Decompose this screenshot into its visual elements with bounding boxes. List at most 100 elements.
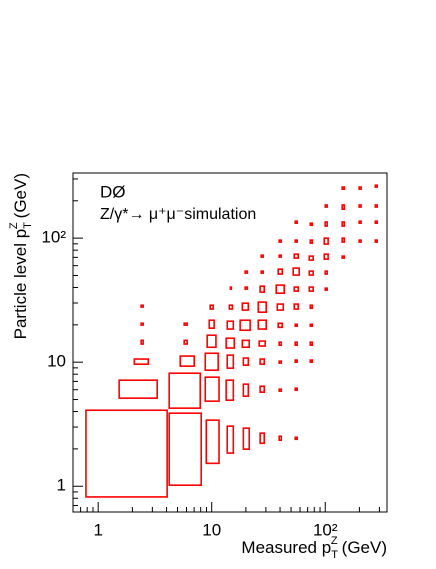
plot-frame bbox=[72, 172, 388, 513]
bin-box bbox=[206, 334, 217, 349]
bin-box bbox=[257, 301, 268, 313]
bin-box bbox=[341, 255, 346, 259]
bin-box bbox=[323, 237, 329, 245]
bin-box bbox=[258, 340, 267, 347]
bin-box bbox=[278, 360, 283, 364]
bin-box bbox=[278, 435, 283, 442]
bin-box bbox=[374, 184, 379, 188]
bin-box bbox=[241, 339, 251, 349]
y-axis-title: Particle level pTZ (GeV) bbox=[8, 173, 34, 339]
bin-box bbox=[309, 304, 314, 310]
bin-box bbox=[278, 239, 283, 243]
bin-box bbox=[294, 387, 298, 392]
bin-box bbox=[259, 358, 266, 365]
bin-box bbox=[309, 323, 314, 328]
bin-box bbox=[294, 220, 298, 224]
bin-box bbox=[257, 319, 268, 330]
bin-box bbox=[278, 254, 283, 258]
bin-box bbox=[276, 303, 285, 311]
annotation: Z/γ*→ μ⁺μ⁻simulation bbox=[100, 206, 256, 223]
y-tick-label: 10² bbox=[41, 228, 66, 247]
x-title-suffix: (GeV) bbox=[342, 538, 387, 557]
bin-box bbox=[309, 239, 314, 244]
bin-box bbox=[183, 339, 188, 345]
y-title-suffix: (GeV) bbox=[11, 173, 30, 218]
bin-box bbox=[294, 239, 298, 243]
y-title-prefix: Particle level p bbox=[11, 229, 30, 340]
chart-title: DØ bbox=[100, 182, 126, 201]
bin-box bbox=[308, 255, 314, 261]
bin-box bbox=[341, 204, 346, 211]
bin-box bbox=[294, 341, 298, 347]
bin-box bbox=[308, 270, 314, 276]
bin-box bbox=[293, 286, 300, 292]
y-tick-label: 1 bbox=[57, 476, 66, 495]
bin-box bbox=[259, 432, 266, 445]
bin-box bbox=[277, 268, 284, 275]
bin-box bbox=[294, 359, 298, 363]
bin-box bbox=[308, 286, 314, 292]
bin-box bbox=[374, 239, 379, 243]
x-title-sup: Z bbox=[331, 535, 338, 547]
bin-box bbox=[225, 379, 235, 401]
bin-box bbox=[278, 388, 283, 392]
bin-box bbox=[275, 284, 285, 294]
bin-box bbox=[324, 287, 328, 291]
bin-box bbox=[242, 427, 251, 450]
bin-box bbox=[260, 254, 264, 258]
bin-box bbox=[228, 304, 234, 310]
bin-box bbox=[226, 320, 235, 330]
x-tick-label: 10 bbox=[202, 520, 221, 539]
bin-box bbox=[140, 339, 144, 345]
bin-box bbox=[244, 286, 249, 290]
bin-box bbox=[309, 341, 314, 347]
bin-box bbox=[324, 204, 328, 208]
bin-box bbox=[293, 303, 300, 310]
x-tick-label: 10² bbox=[313, 520, 338, 539]
bin-box bbox=[294, 323, 298, 328]
bin-box bbox=[179, 355, 195, 367]
bin-box bbox=[341, 221, 346, 227]
bin-box bbox=[358, 204, 362, 208]
bin-box bbox=[85, 409, 168, 498]
bin-box bbox=[205, 419, 220, 465]
bin-box bbox=[242, 383, 250, 397]
bin-box bbox=[277, 322, 284, 329]
bin-box bbox=[341, 237, 346, 243]
bin-box bbox=[309, 359, 314, 363]
bin-box bbox=[168, 372, 202, 409]
bin-box bbox=[133, 358, 150, 365]
bin-box bbox=[225, 337, 236, 349]
x-axis-title: Measured pTZ (GeV) bbox=[241, 535, 387, 561]
bin-box bbox=[209, 304, 214, 310]
bin-box bbox=[294, 436, 298, 441]
bin-box bbox=[358, 239, 362, 243]
bin-box bbox=[242, 357, 250, 366]
bin-box bbox=[229, 286, 233, 290]
bin-box bbox=[226, 354, 235, 369]
x-tick-label: 1 bbox=[93, 520, 102, 539]
bin-box bbox=[183, 322, 188, 326]
bin-box bbox=[244, 270, 249, 274]
bin-box bbox=[259, 385, 266, 393]
bin-box bbox=[260, 270, 264, 274]
x-title-prefix: Measured p bbox=[241, 538, 331, 557]
bin-box bbox=[309, 222, 314, 227]
bin-box bbox=[140, 304, 144, 308]
bin-box bbox=[140, 322, 144, 326]
bin-box bbox=[374, 204, 379, 208]
bin-box bbox=[341, 186, 346, 191]
bin-box bbox=[324, 270, 328, 275]
bin-box bbox=[323, 253, 329, 260]
y-title-sub: T bbox=[22, 222, 34, 229]
bin-box bbox=[374, 220, 379, 224]
bin-box bbox=[241, 302, 250, 311]
bin-box bbox=[239, 319, 251, 332]
bin-box bbox=[204, 376, 220, 402]
bin-box bbox=[292, 267, 301, 276]
x-title-sub: T bbox=[331, 549, 338, 561]
bin-box bbox=[204, 352, 219, 371]
bin-box bbox=[293, 253, 300, 259]
